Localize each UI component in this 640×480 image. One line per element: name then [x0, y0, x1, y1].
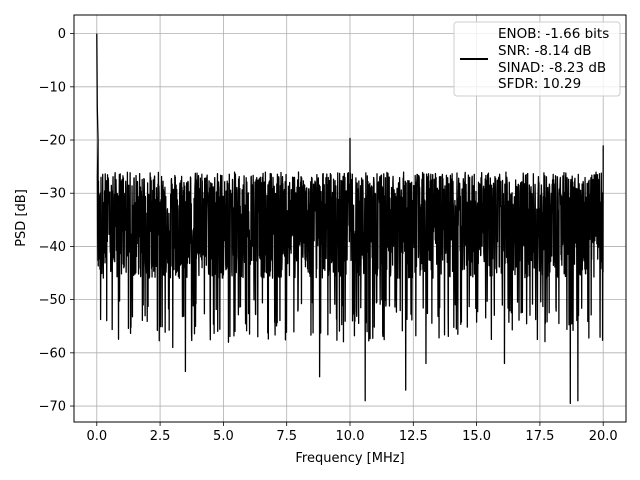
- x-tick-label: 15.0: [462, 429, 491, 444]
- y-tick-label: −30: [39, 187, 66, 202]
- x-tick-label: 12.5: [399, 429, 428, 444]
- x-tick-label: 7.5: [276, 429, 297, 444]
- x-tick-label: 2.5: [150, 429, 171, 444]
- y-axis-label: PSD [dB]: [14, 189, 29, 247]
- x-tick-label: 17.5: [525, 429, 554, 444]
- psd-series: [96, 33, 604, 405]
- legend-line-3: SINAD: -8.23 dB: [498, 60, 606, 76]
- x-tick-label: 10.0: [336, 429, 365, 444]
- y-axis-ticks: 0 −10 −20 −30 −40 −50 −60 −70: [39, 27, 74, 415]
- legend-line-1: ENOB: -1.66 bits: [498, 26, 609, 42]
- x-axis-ticks: 0.0 2.5 5.0 7.5 10.0 12.5 15.0 17.5 20.0: [86, 422, 618, 444]
- legend-line-2: SNR: -8.14 dB: [498, 43, 592, 59]
- x-tick-label: 20.0: [589, 429, 618, 444]
- y-tick-label: −20: [39, 134, 66, 149]
- y-tick-label: −60: [39, 346, 66, 361]
- y-tick-label: −70: [39, 400, 66, 415]
- y-tick-label: −50: [39, 293, 66, 308]
- psd-line: [96, 33, 604, 405]
- y-tick-label: −40: [39, 240, 66, 255]
- x-tick-label: 0.0: [86, 429, 107, 444]
- x-axis-label: Frequency [MHz]: [295, 451, 404, 466]
- y-tick-label: −10: [39, 80, 66, 95]
- y-tick-label: 0: [58, 27, 66, 42]
- legend: ENOB: -1.66 bits SNR: -8.14 dB SINAD: -8…: [453, 21, 621, 97]
- legend-box: [453, 21, 621, 97]
- legend-line-4: SFDR: 10.29: [498, 76, 581, 92]
- x-tick-label: 5.0: [213, 429, 234, 444]
